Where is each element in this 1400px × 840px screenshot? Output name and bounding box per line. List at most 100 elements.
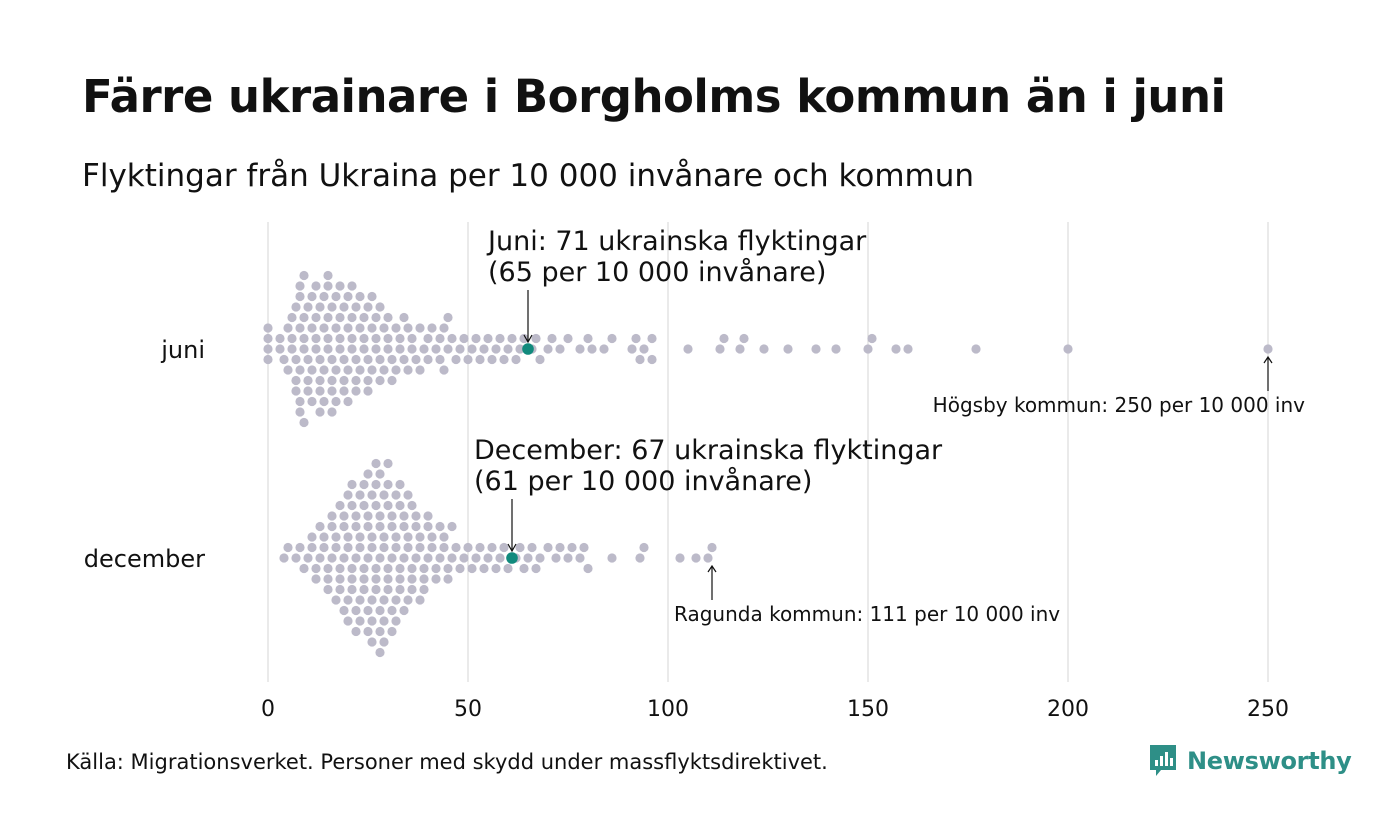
max-label: Ragunda kommun: 111 per 10 000 inv: [674, 602, 1060, 626]
data-point: [335, 312, 345, 323]
data-point: [351, 302, 361, 312]
data-point: [379, 637, 389, 647]
data-point: [739, 333, 749, 344]
data-point: [303, 553, 313, 563]
data-point: [415, 365, 425, 375]
data-point: [295, 396, 305, 407]
data-point: [515, 344, 525, 354]
data-point: [395, 333, 405, 344]
data-point: [563, 333, 573, 344]
data-point: [359, 333, 369, 344]
data-point: [399, 605, 409, 616]
data-point: [387, 375, 397, 386]
data-point: [327, 302, 337, 312]
data-point: [367, 490, 377, 500]
data-point: [499, 354, 509, 365]
data-point: [391, 595, 401, 605]
data-point: [359, 574, 369, 584]
data-point: [535, 354, 545, 365]
data-point: [971, 344, 981, 354]
data-point: [311, 344, 321, 354]
data-point: [411, 521, 421, 532]
data-point: [407, 563, 417, 574]
data-point: [475, 354, 485, 365]
data-point: [347, 312, 357, 323]
brand-name: Newsworthy: [1187, 747, 1352, 775]
data-point: [311, 312, 321, 323]
source-note: Källa: Migrationsverket. Personer med sk…: [66, 750, 828, 774]
data-point: [423, 511, 433, 521]
data-point: [647, 333, 657, 344]
data-point: [479, 344, 489, 354]
data-point: [315, 302, 325, 312]
data-point: [375, 553, 385, 563]
data-point: [535, 553, 545, 563]
data-point: [551, 553, 561, 563]
data-point: [307, 542, 317, 553]
data-point: [379, 490, 389, 500]
data-point: [351, 521, 361, 532]
data-point: [359, 500, 369, 511]
data-point: [471, 553, 481, 563]
data-point: [343, 542, 353, 553]
data-point: [403, 542, 413, 553]
highlight-arrow: [507, 499, 517, 553]
data-point: [395, 344, 405, 354]
data-point: [291, 386, 301, 396]
data-point: [547, 333, 557, 344]
x-tick-label: 200: [1047, 697, 1089, 722]
data-point: [359, 312, 369, 323]
data-point: [375, 521, 385, 532]
data-point: [303, 386, 313, 396]
data-point: [299, 417, 309, 428]
data-point: [459, 333, 469, 344]
data-point: [555, 344, 565, 354]
data-point: [391, 365, 401, 375]
data-point: [391, 532, 401, 542]
data-point: [363, 553, 373, 563]
data-point: [411, 553, 421, 563]
data-point: [391, 542, 401, 553]
data-point: [407, 574, 417, 584]
data-point: [391, 323, 401, 333]
data-point: [323, 584, 333, 595]
data-point: [343, 396, 353, 407]
data-point: [379, 595, 389, 605]
data-point: [291, 302, 301, 312]
data-point: [331, 595, 341, 605]
data-point: [407, 584, 417, 595]
data-point: [631, 333, 641, 344]
data-point: [575, 344, 585, 354]
x-tick-label: 150: [847, 697, 889, 722]
data-point: [387, 511, 397, 521]
data-point: [391, 616, 401, 626]
data-point: [427, 542, 437, 553]
data-point: [371, 500, 381, 511]
data-point: [443, 574, 453, 584]
data-point: [475, 542, 485, 553]
data-point: [355, 532, 365, 542]
data-point: [379, 616, 389, 626]
data-point: [375, 626, 385, 637]
data-point: [479, 563, 489, 574]
data-point: [315, 386, 325, 396]
highlight-arrow: [523, 290, 533, 344]
data-point: [383, 333, 393, 344]
x-axis-ticks: 0 50 100 150 200 250: [261, 697, 1289, 722]
data-point: [335, 333, 345, 344]
data-point: [263, 344, 273, 354]
data-point: [339, 553, 349, 563]
data-point: [407, 333, 417, 344]
data-point: [495, 333, 505, 344]
data-point: [415, 323, 425, 333]
data-point: [503, 344, 513, 354]
data-point: [395, 563, 405, 574]
x-tick-label: 100: [647, 697, 689, 722]
data-point: [331, 542, 341, 553]
data-point: [347, 584, 357, 595]
data-point: [567, 542, 577, 553]
data-point: [379, 542, 389, 553]
data-point: [343, 490, 353, 500]
data-point: [455, 563, 465, 574]
brand-logo: Newsworthy: [1148, 742, 1352, 780]
